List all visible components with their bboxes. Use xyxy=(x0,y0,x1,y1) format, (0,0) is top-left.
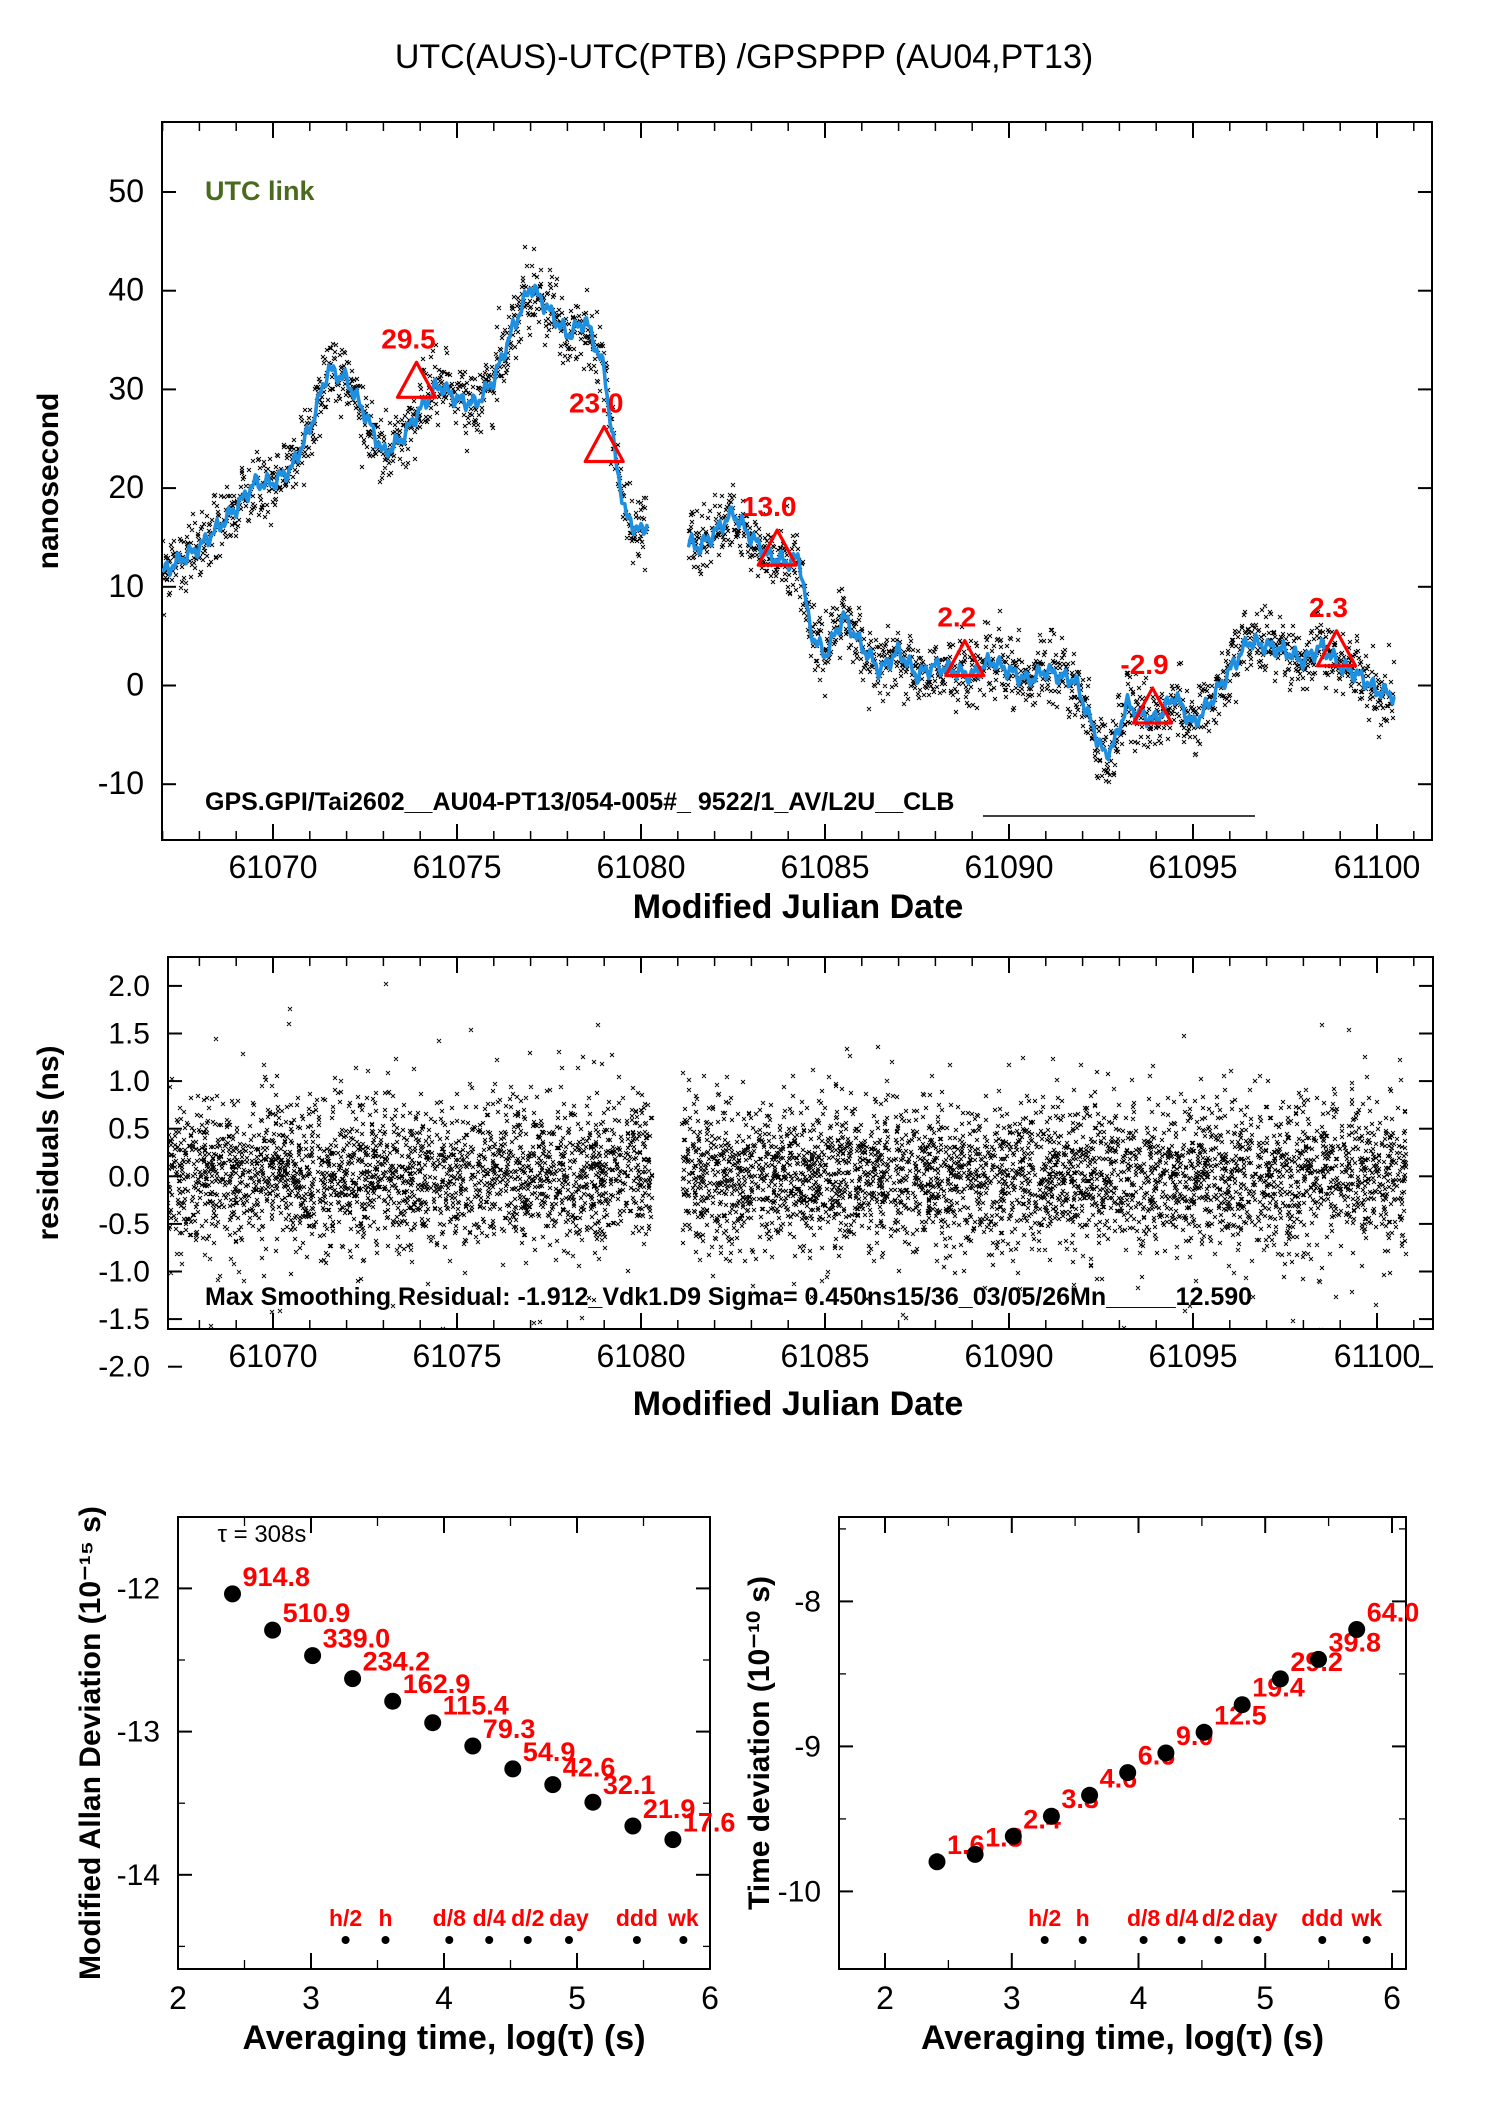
svg-text:Time deviation (10⁻¹⁰ s): Time deviation (10⁻¹⁰ s) xyxy=(743,1576,776,1910)
svg-text:UTC(AUS)-UTC(PTB) /GPSPPP (A: UTC(AUS)-UTC(PTB) /GPSPPP (AU04,PT13) xyxy=(395,38,1093,76)
svg-text:61085: 61085 xyxy=(781,849,870,885)
svg-text:2.0: 2.0 xyxy=(108,970,150,1003)
svg-text:d/2: d/2 xyxy=(1202,1905,1235,1931)
svg-text:61075: 61075 xyxy=(413,1338,502,1374)
svg-text:0: 0 xyxy=(126,667,144,703)
svg-text:2: 2 xyxy=(169,1980,187,2016)
svg-text:Modified Allan Deviation (10⁻¹: Modified Allan Deviation (10⁻¹⁵ s) xyxy=(74,1506,107,1980)
svg-text:wk: wk xyxy=(667,1905,699,1931)
svg-text:61070: 61070 xyxy=(229,849,318,885)
svg-text:61080: 61080 xyxy=(597,1338,686,1374)
svg-text:h/2: h/2 xyxy=(1028,1905,1061,1931)
svg-text:h/2: h/2 xyxy=(329,1905,362,1931)
svg-text:61095: 61095 xyxy=(1149,1338,1238,1374)
svg-text:-1.0: -1.0 xyxy=(98,1256,150,1289)
svg-text:-10: -10 xyxy=(98,765,144,801)
svg-text:50: 50 xyxy=(108,173,144,209)
svg-text:3: 3 xyxy=(1003,1980,1021,2016)
svg-text:5: 5 xyxy=(568,1980,586,2016)
svg-text:nanosecond: nanosecond xyxy=(32,393,65,570)
svg-text:ddd: ddd xyxy=(616,1905,658,1931)
svg-text:residuals (ns): residuals (ns) xyxy=(32,1045,65,1240)
svg-text:61070: 61070 xyxy=(229,1338,318,1374)
svg-text:-2.0: -2.0 xyxy=(98,1351,150,1384)
svg-text:h: h xyxy=(1076,1905,1090,1931)
svg-text:0.0: 0.0 xyxy=(108,1160,150,1193)
svg-text:Averaging time, log(τ) (s): Averaging time, log(τ) (s) xyxy=(921,2019,1324,2057)
svg-text:day: day xyxy=(549,1905,589,1931)
svg-text:wk: wk xyxy=(1350,1905,1382,1931)
svg-text:day: day xyxy=(1238,1905,1278,1931)
svg-text:23.0: 23.0 xyxy=(569,388,624,419)
svg-text:20: 20 xyxy=(108,469,144,505)
svg-text:Max Smoothing Residual: -1.912: Max Smoothing Residual: -1.912_Vdk1.D9 S… xyxy=(205,1283,1252,1311)
svg-text:6: 6 xyxy=(1383,1980,1401,2016)
svg-text:-13: -13 xyxy=(117,1716,160,1749)
svg-text:1.0: 1.0 xyxy=(108,1065,150,1098)
svg-text:-2.9: -2.9 xyxy=(1120,649,1168,680)
svg-text:GPS.GPI/Tai2602__AU04-PT13/054: GPS.GPI/Tai2602__AU04-PT13/054-005#_ 952… xyxy=(205,788,955,816)
svg-text:-14: -14 xyxy=(117,1859,160,1892)
svg-text:64.0: 64.0 xyxy=(1367,1598,1420,1628)
svg-text:4: 4 xyxy=(435,1980,453,2016)
svg-text:2: 2 xyxy=(876,1980,894,2016)
svg-text:61100: 61100 xyxy=(1334,849,1421,885)
svg-text:2.2: 2.2 xyxy=(937,602,976,633)
svg-text:4: 4 xyxy=(1130,1980,1148,2016)
svg-text:UTC link: UTC link xyxy=(205,176,315,206)
svg-text:61100: 61100 xyxy=(1334,1338,1421,1374)
svg-text:-0.5: -0.5 xyxy=(98,1208,150,1241)
svg-text:61085: 61085 xyxy=(781,1338,870,1374)
svg-text:40: 40 xyxy=(108,272,144,308)
svg-text:13.0: 13.0 xyxy=(742,491,797,522)
svg-text:1.5: 1.5 xyxy=(108,1018,150,1051)
svg-text:61075: 61075 xyxy=(413,849,502,885)
svg-text:17.6: 17.6 xyxy=(683,1808,736,1838)
svg-text:3: 3 xyxy=(302,1980,320,2016)
svg-text:29.5: 29.5 xyxy=(381,323,436,354)
svg-text:ddd: ddd xyxy=(1301,1905,1343,1931)
svg-text:61090: 61090 xyxy=(965,849,1054,885)
svg-text:d/8: d/8 xyxy=(1127,1905,1160,1931)
svg-text:61090: 61090 xyxy=(965,1338,1054,1374)
svg-text:61080: 61080 xyxy=(597,849,686,885)
svg-text:0.5: 0.5 xyxy=(108,1113,150,1146)
svg-text:-1.5: -1.5 xyxy=(98,1303,150,1336)
svg-text:d/4: d/4 xyxy=(473,1905,506,1931)
svg-text:d/2: d/2 xyxy=(511,1905,544,1931)
svg-text:Modified Julian Date: Modified Julian Date xyxy=(633,888,964,926)
svg-text:τ = 308s: τ = 308s xyxy=(218,1521,307,1548)
svg-text:-8: -8 xyxy=(794,1585,821,1618)
svg-text:d/8: d/8 xyxy=(433,1905,466,1931)
svg-text:Modified Julian Date: Modified Julian Date xyxy=(633,1385,964,1423)
svg-text:-12: -12 xyxy=(117,1572,160,1605)
svg-text:h: h xyxy=(378,1905,392,1931)
svg-text:30: 30 xyxy=(108,370,144,406)
svg-text:Averaging time, log(τ) (s): Averaging time, log(τ) (s) xyxy=(242,2019,645,2057)
svg-text:914.8: 914.8 xyxy=(243,1562,311,1592)
svg-text:10: 10 xyxy=(108,568,144,604)
svg-text:2.3: 2.3 xyxy=(1309,592,1348,623)
svg-text:5: 5 xyxy=(1256,1980,1274,2016)
svg-text:-10: -10 xyxy=(778,1875,821,1908)
svg-text:61095: 61095 xyxy=(1149,849,1238,885)
svg-text:d/4: d/4 xyxy=(1165,1905,1198,1931)
svg-text:6: 6 xyxy=(701,1980,719,2016)
svg-text:-9: -9 xyxy=(794,1730,821,1763)
